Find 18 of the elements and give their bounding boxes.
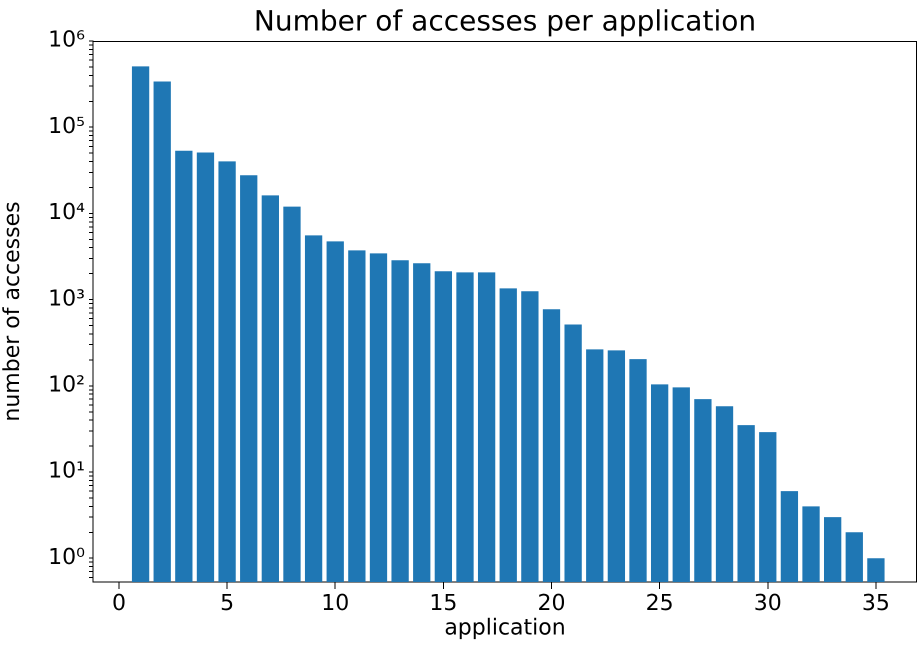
x-tick-label: 0 [112, 590, 126, 616]
x-tick-label: 25 [646, 590, 674, 616]
x-tick-label: 35 [862, 590, 890, 616]
y-axis-title: number of accesses [0, 201, 25, 422]
y-tick-label: 10² [48, 372, 85, 398]
x-tick-label: 5 [220, 590, 234, 616]
x-tick-label: 20 [538, 590, 566, 616]
y-tick-label: 10⁶ [48, 28, 86, 53]
chart-title: Number of accesses per application [254, 4, 756, 38]
x-tick-label: 15 [429, 590, 458, 616]
y-tick-label: 10⁰ [48, 544, 86, 570]
y-tick-label: 10³ [48, 286, 85, 312]
y-tick-label: 10⁵ [48, 114, 85, 139]
y-tick-label: 10⁴ [48, 200, 86, 226]
x-tick-label: 10 [321, 590, 350, 616]
y-tick-label: 10¹ [48, 458, 85, 484]
x-axis-title: application [444, 616, 566, 641]
x-tick-label: 30 [754, 590, 782, 616]
